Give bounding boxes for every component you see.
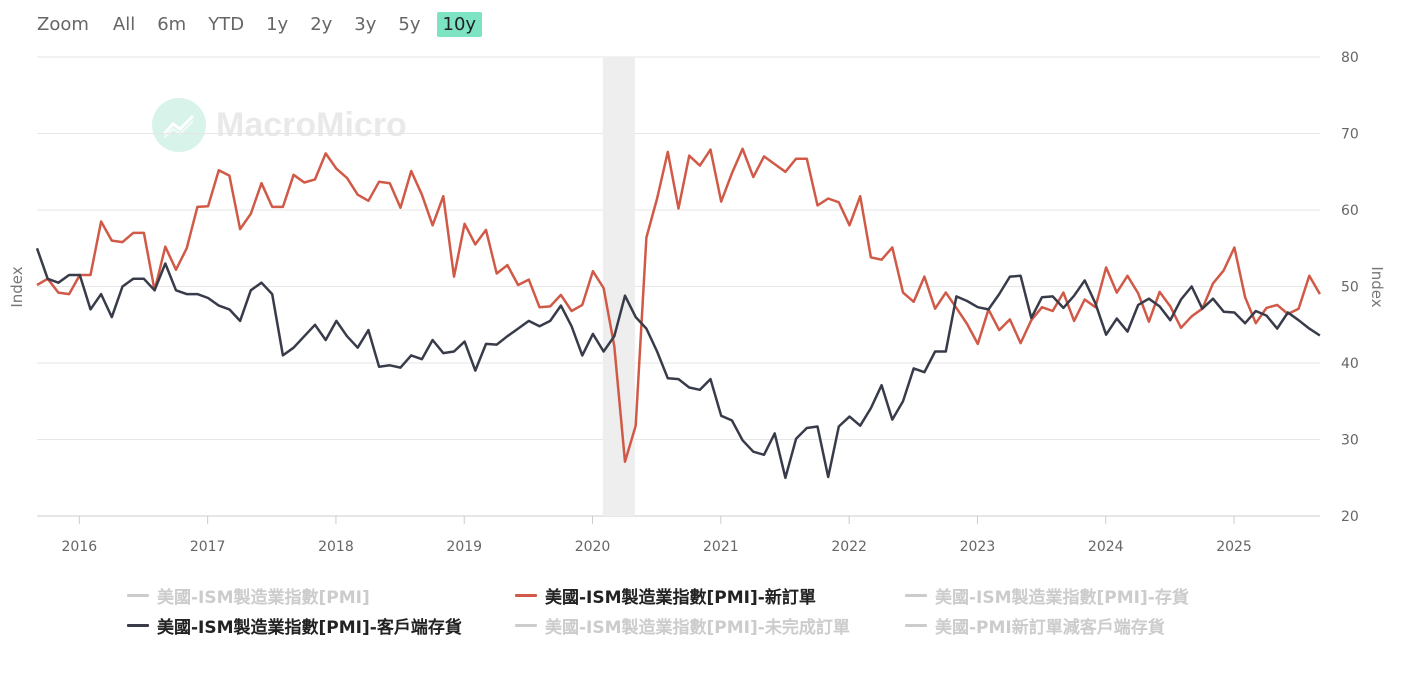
recession-shading [602,57,635,516]
legend-swatch [905,624,927,627]
legend-swatch [515,624,537,627]
y-tick-label: 30 [1341,433,1359,449]
line-chart: 20 30 40 50 60 70 80 2016 2017 2018 2019 2020 2021 20… [8,50,1386,555]
zoom-button-6m[interactable]: 6m [157,13,187,35]
x-tick-label: 2017 [190,539,226,555]
zoom-button-3y[interactable]: 3y [354,13,377,35]
y-axis-right-label: Index [1368,266,1386,307]
legend-item-pmi[interactable]: 美國-ISM製造業指數[PMI] [127,583,370,608]
y-tick-label: 50 [1341,280,1359,296]
y-tick-label: 20 [1341,509,1359,525]
legend-swatch [127,624,149,627]
legend-label: 美國-ISM製造業指數[PMI] [157,588,370,608]
x-tick-label: 2021 [703,539,739,555]
legend-item-inventories[interactable]: 美國-ISM製造業指數[PMI]-存貨 [905,583,1189,608]
legend-item-new-orders-minus-inventories[interactable]: 美國-PMI新訂單減客戶端存貨 [905,613,1165,638]
zoom-button-1y[interactable]: 1y [266,13,289,35]
axes: 20 30 40 50 60 70 80 2016 2017 2018 2019 2020 2021 20… [62,50,1359,555]
y-axis-left-label: Index [8,266,26,307]
legend-item-backlog[interactable]: 美國-ISM製造業指數[PMI]-未完成訂單 [515,613,850,638]
legend-label: 美國-ISM製造業指數[PMI]-存貨 [935,588,1189,608]
zoom-bar: Zoom All 6m YTD 1y 2y 3y 5y 10y [37,8,492,40]
legend-item-new-orders[interactable]: 美國-ISM製造業指數[PMI]-新訂單 [515,583,816,608]
series-line-1 [35,247,1321,480]
zoom-button-5y[interactable]: 5y [398,13,421,35]
x-tick-label: 2022 [831,539,867,555]
x-tick-label: 2025 [1216,539,1252,555]
x-tick-label: 2016 [62,539,98,555]
legend-swatch [905,594,927,597]
watermark: MacroMicro [152,98,407,152]
legend-swatch [127,594,149,597]
legend-label: 美國-ISM製造業指數[PMI]-客戶端存貨 [157,618,462,638]
y-tick-label: 60 [1341,203,1359,219]
x-tick-label: 2019 [446,539,482,555]
legend-label: 美國-PMI新訂單減客戶端存貨 [935,618,1165,638]
x-tick-label: 2018 [318,539,354,555]
legend-label: 美國-ISM製造業指數[PMI]-未完成訂單 [545,618,850,638]
x-tick-label: 2024 [1088,539,1124,555]
legend-label: 美國-ISM製造業指數[PMI]-新訂單 [545,588,816,608]
series-line-0 [36,147,1321,463]
y-tick-label: 80 [1341,50,1359,66]
watermark-text: MacroMicro [216,105,407,144]
zoom-button-2y[interactable]: 2y [310,13,333,35]
chart-line-icon [152,98,206,152]
grid-layer [37,56,1320,517]
zoom-button-10y[interactable]: 10y [436,11,483,37]
zoom-button-all[interactable]: All [112,13,136,35]
zoom-button-ytd[interactable]: YTD [208,13,245,35]
y-tick-label: 70 [1341,127,1359,143]
series-layer [35,147,1321,480]
shaded-region [602,57,635,516]
zoom-label: Zoom [37,13,89,35]
legend-swatch [515,594,537,597]
y-tick-label: 40 [1341,356,1359,372]
x-tick-label: 2023 [960,539,996,555]
legend-item-customer-inventories[interactable]: 美國-ISM製造業指數[PMI]-客戶端存貨 [127,613,462,638]
x-tick-label: 2020 [575,539,611,555]
